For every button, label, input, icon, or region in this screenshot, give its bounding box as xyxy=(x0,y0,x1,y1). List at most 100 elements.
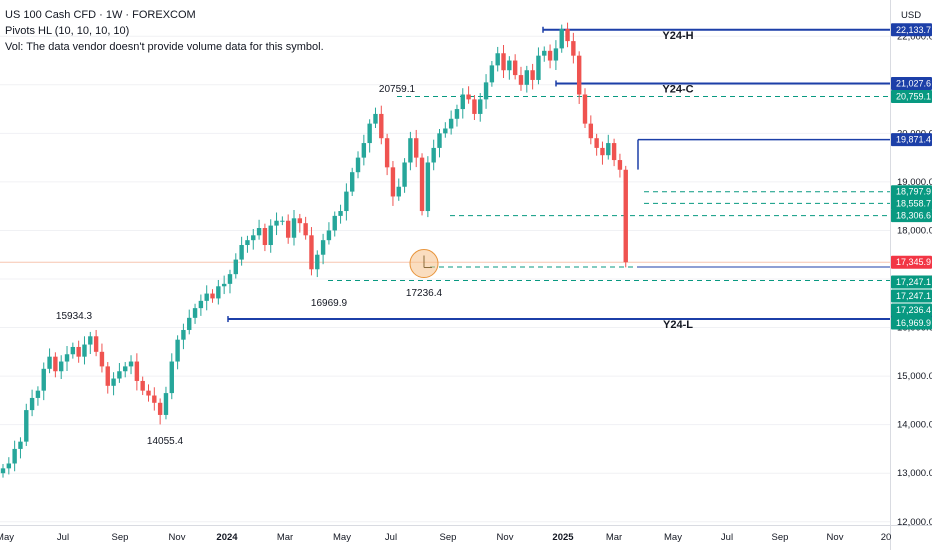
candle xyxy=(501,44,506,79)
currency-label: USD xyxy=(901,10,921,21)
candle-body xyxy=(512,60,518,76)
indicator-legend[interactable]: Pivots HL (10, 10, 10, 10) xyxy=(5,25,130,37)
candle xyxy=(297,213,303,233)
candle xyxy=(478,93,483,122)
x-tick-label: 2024 xyxy=(216,532,238,543)
candle-body xyxy=(157,402,163,415)
candle-body xyxy=(111,378,116,386)
candle-body xyxy=(408,138,413,163)
candle-body xyxy=(460,94,465,110)
candle-body xyxy=(291,218,297,238)
candle xyxy=(35,386,41,406)
candle-body xyxy=(146,390,151,396)
candle-body xyxy=(163,393,169,415)
candle xyxy=(390,161,396,206)
candle xyxy=(47,348,52,374)
candle xyxy=(0,463,6,478)
candle-body xyxy=(221,283,227,287)
candle-body xyxy=(76,346,81,357)
price-tag-text: 17,236.4 xyxy=(896,305,931,315)
candle xyxy=(495,46,500,72)
candle-body xyxy=(262,228,268,246)
candle xyxy=(489,61,495,87)
candle-body xyxy=(35,390,41,398)
y-tick-label: 19,000.0 xyxy=(897,177,932,188)
candle xyxy=(448,110,454,135)
candle-body xyxy=(59,361,64,372)
price-tag: 17,247.1 xyxy=(891,275,932,289)
candle xyxy=(320,233,326,265)
candle xyxy=(443,122,448,138)
candle-body xyxy=(140,380,145,391)
candle-body xyxy=(24,410,29,442)
candle xyxy=(303,216,308,240)
candle-body xyxy=(390,167,396,197)
candle-body xyxy=(128,361,134,367)
candle-body xyxy=(216,286,221,299)
candle xyxy=(210,289,215,303)
candle xyxy=(198,294,204,316)
candle-body xyxy=(239,245,244,260)
candle xyxy=(256,219,262,240)
candle xyxy=(454,104,460,127)
candle xyxy=(384,133,390,176)
candle-body xyxy=(355,157,361,173)
candle xyxy=(483,74,489,109)
candle-body xyxy=(478,99,483,114)
candle xyxy=(274,212,279,236)
candle-body xyxy=(181,329,186,340)
candle-body xyxy=(582,94,588,124)
price-tag-text: 18,558.7 xyxy=(896,198,931,208)
candle xyxy=(414,129,419,168)
candle-body xyxy=(443,128,448,134)
x-tick-label: Jul xyxy=(385,532,397,543)
pivot-label: 16969.9 xyxy=(311,298,348,309)
price-tag-text: 20,759.1 xyxy=(896,91,931,101)
candle xyxy=(402,158,407,193)
candle-body xyxy=(152,395,157,403)
candle-body xyxy=(524,70,529,85)
price-tag-bg xyxy=(891,23,932,37)
candle-body xyxy=(320,240,326,255)
candle-body xyxy=(518,75,524,85)
candle xyxy=(408,131,413,171)
volume-note: Vol: The data vendor doesn't provide vol… xyxy=(5,41,324,53)
candle-body xyxy=(373,113,378,124)
price-tag-text: 17,345.9 xyxy=(896,257,931,267)
x-tick-label: Nov xyxy=(497,532,514,543)
candle-body xyxy=(12,448,17,464)
x-tick-label: 2025 xyxy=(552,532,574,543)
price-tags: 22,133.721,027.616,175.019,871.420,759.1… xyxy=(891,23,932,330)
candle-body xyxy=(204,293,209,301)
candle xyxy=(512,54,518,80)
candle-body xyxy=(576,55,582,95)
candle xyxy=(251,228,256,250)
candle-body xyxy=(53,356,58,372)
candle xyxy=(594,133,599,156)
candle xyxy=(315,250,320,278)
candle-body xyxy=(611,143,617,161)
candle xyxy=(41,362,46,401)
candle-body xyxy=(617,160,623,170)
x-tick-label: Nov xyxy=(169,532,186,543)
candle-body xyxy=(571,41,576,56)
candle xyxy=(559,24,564,53)
price-tag-text: 18,306.6 xyxy=(896,211,931,221)
candle-body xyxy=(501,53,506,71)
candle-body xyxy=(233,259,238,275)
candle xyxy=(163,386,169,420)
candle xyxy=(157,398,163,425)
candle-body xyxy=(198,300,204,309)
candle xyxy=(53,352,58,378)
candle-body xyxy=(350,172,355,192)
symbol-title[interactable]: US 100 Cash CFD · 1W · FOREXCOM xyxy=(5,9,196,21)
candle-body xyxy=(70,346,76,355)
candle-body xyxy=(169,361,174,394)
pivot-label: 15934.3 xyxy=(56,311,93,322)
pivot-label: 17236.4 xyxy=(406,288,443,299)
candle xyxy=(24,403,29,447)
candle xyxy=(373,107,378,129)
candle xyxy=(140,376,145,396)
